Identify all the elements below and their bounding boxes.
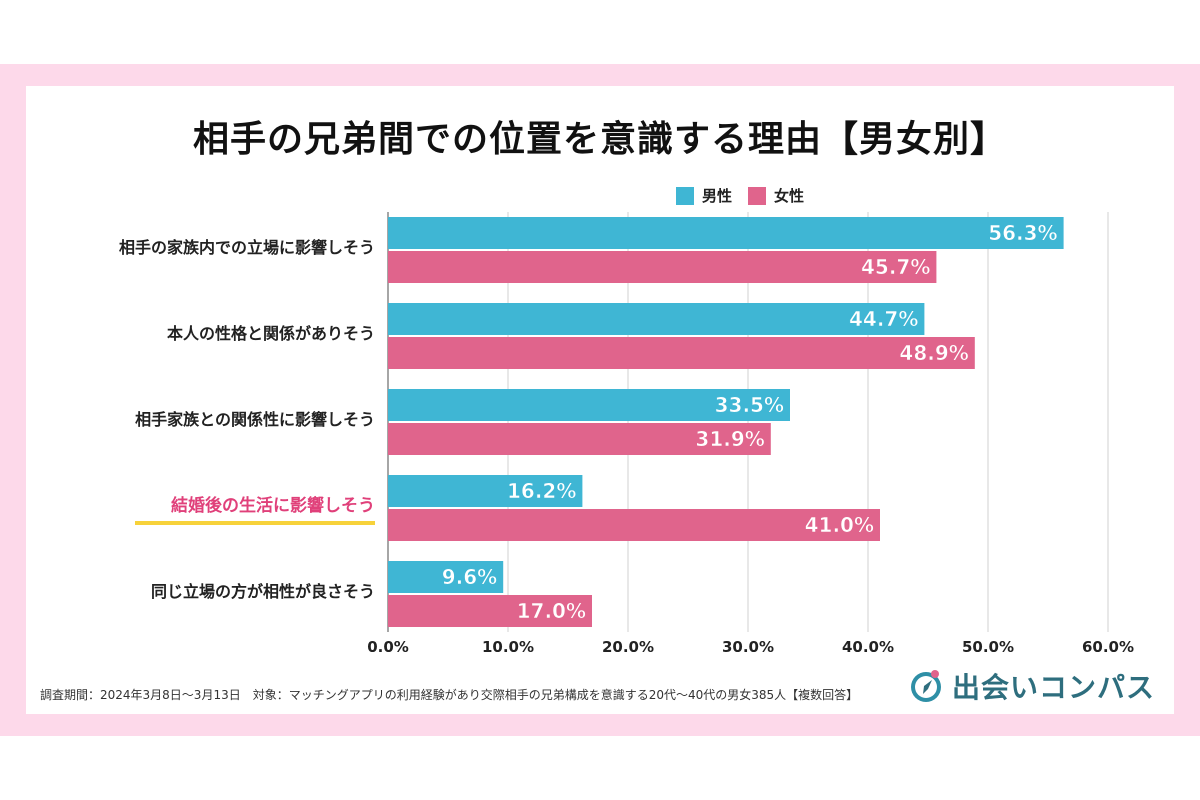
x-tick-label: 0.0% (367, 638, 409, 656)
legend-label-male: 男性 (702, 187, 733, 205)
x-tick-label: 50.0% (962, 638, 1014, 656)
data-label-female: 17.0% (517, 599, 586, 623)
legend-item-male: 男性 (676, 185, 732, 206)
bar-female (388, 423, 771, 455)
x-tick-label: 30.0% (722, 638, 774, 656)
bar-male (388, 303, 925, 335)
category-label: 結婚後の生活に影響しそう (171, 495, 375, 516)
category-label: 本人の性格と関係がありそう (167, 324, 375, 343)
data-label-female: 48.9% (899, 341, 968, 365)
bar-male (388, 475, 583, 507)
legend-item-female: 女性 (748, 185, 804, 206)
legend: 男性 女性 (676, 185, 804, 206)
x-tick-label: 40.0% (842, 638, 894, 656)
data-label-male: 56.3% (988, 221, 1057, 245)
legend-swatch-male (676, 186, 694, 205)
logo: 出会いコンパス (908, 666, 1155, 706)
logo-text: 出会いコンパス (952, 671, 1156, 704)
data-label-female: 41.0% (805, 513, 874, 537)
category-label: 相手家族との関係性に影響しそう (135, 410, 375, 429)
bar-female (388, 595, 592, 627)
bar-male (388, 389, 790, 421)
bar-male (388, 561, 504, 593)
x-tick-label: 10.0% (482, 638, 534, 656)
category-label: 同じ立場の方が相性が良さそう (151, 582, 375, 601)
legend-label-female: 女性 (774, 187, 805, 205)
compass-icon (911, 670, 941, 702)
x-tick-label: 20.0% (602, 638, 654, 656)
bar-female (388, 251, 937, 283)
survey-note: 調査期間：2024年3月8日〜3月13日 対象：マッチングアプリの利用経験があり… (40, 688, 859, 702)
data-label-female: 45.7% (861, 255, 930, 279)
chart-title: 相手の兄弟間での位置を意識する理由【男女別】 (192, 119, 1007, 160)
data-label-male: 16.2% (507, 479, 576, 503)
data-label-male: 9.6% (442, 565, 497, 589)
category-label: 相手の家族内での立場に影響しそう (119, 238, 375, 257)
x-tick-label: 60.0% (1082, 638, 1134, 656)
legend-swatch-female (748, 186, 767, 205)
bar-male (388, 217, 1064, 249)
category-highlight-underline (135, 521, 375, 525)
data-label-male: 44.7% (849, 307, 918, 331)
data-label-female: 31.9% (695, 427, 764, 451)
data-label-male: 33.5% (715, 393, 784, 417)
bar-female (388, 337, 975, 369)
bar-female (388, 509, 880, 541)
